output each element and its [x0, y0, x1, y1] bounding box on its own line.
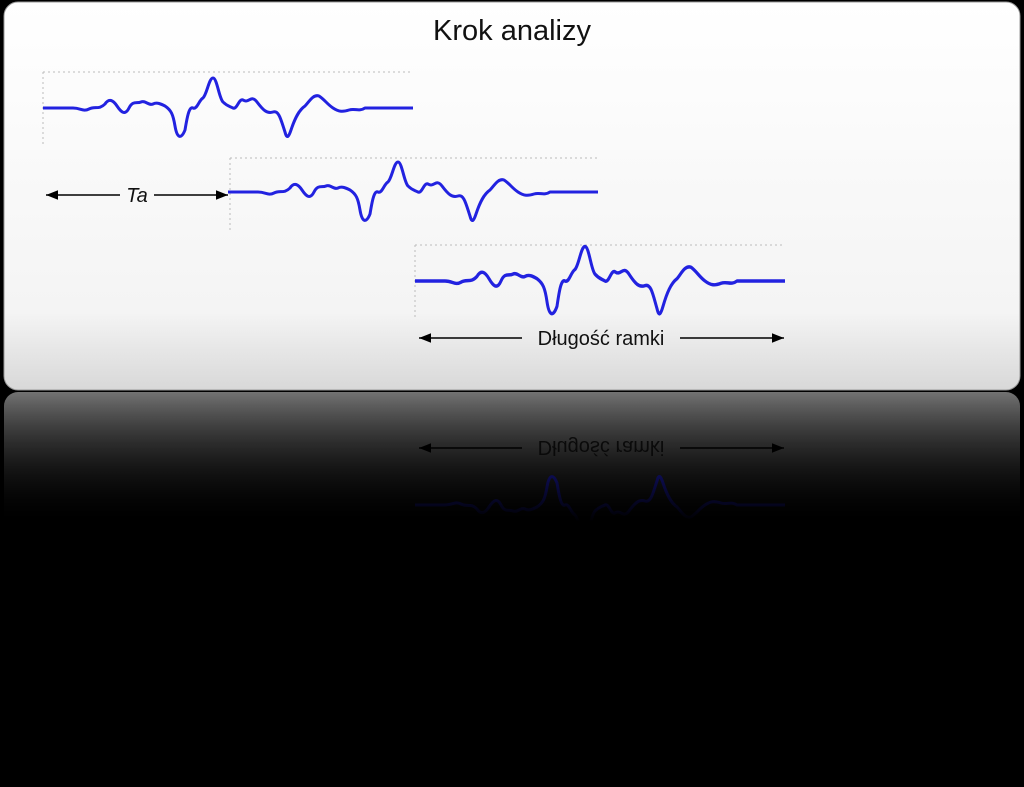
step-label: Ta — [126, 185, 148, 207]
step-arrow: Ta — [46, 185, 228, 207]
frame-length-arrow: Długość ramki — [419, 328, 784, 350]
frame-length-label: Długość ramki — [538, 328, 665, 350]
panel — [3, 1, 1021, 391]
title: Krok analizy — [433, 15, 591, 47]
reflected-frame-length-label: Długość ramki — [538, 436, 665, 458]
frame-1 — [41, 71, 415, 145]
reflection: Długość ramki — [4, 392, 1020, 537]
frame-2 — [226, 157, 600, 232]
frame-3 — [413, 244, 787, 318]
